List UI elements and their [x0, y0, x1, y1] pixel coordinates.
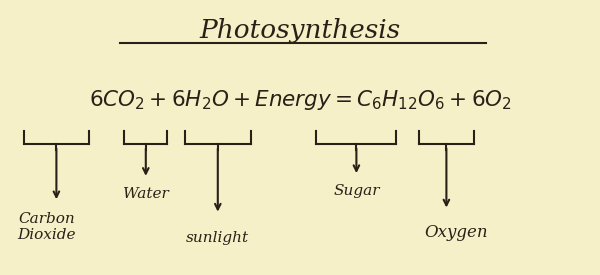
Text: Photosynthesis: Photosynthesis — [199, 18, 401, 43]
Text: Oxygen: Oxygen — [424, 224, 488, 241]
Text: Carbon
Dioxide: Carbon Dioxide — [17, 212, 76, 242]
Text: Water: Water — [123, 187, 169, 201]
Text: Sugar: Sugar — [333, 184, 380, 198]
Text: sunlight: sunlight — [186, 231, 250, 245]
Text: $6CO_2 + 6H_2O + Energy = C_6H_{12}O_6 + 6O_2$: $6CO_2 + 6H_2O + Energy = C_6H_{12}O_6 +… — [89, 88, 511, 112]
